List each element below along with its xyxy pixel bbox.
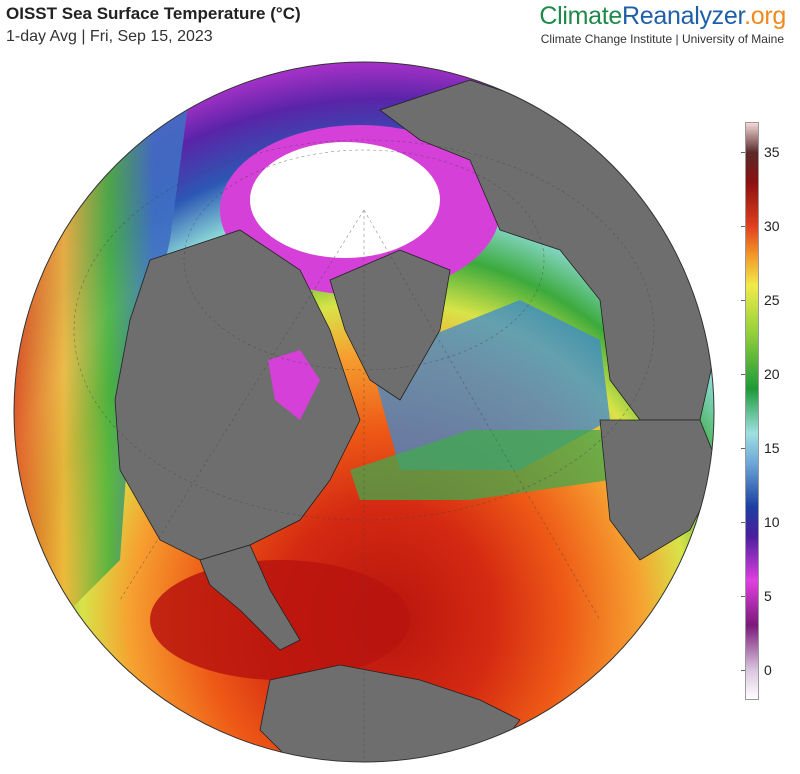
colorbar-tick-mark — [741, 522, 745, 524]
north-atlantic-band — [350, 430, 610, 500]
globe-map — [13, 61, 715, 763]
brand-part-org: .org — [744, 2, 786, 30]
map-subtitle: 1-day Avg | Fri, Sep 15, 2023 — [6, 28, 213, 45]
colorbar-tick-label: 25 — [764, 291, 780, 308]
central-america-land — [199, 544, 301, 651]
colorbar-tick-mark — [741, 225, 745, 227]
brand-part-climate: Climate — [539, 2, 623, 30]
colorbar-tick-label: 20 — [764, 365, 780, 382]
greenland-land — [329, 249, 451, 401]
south-america-land — [259, 664, 521, 762]
arctic-sea-ice — [250, 142, 440, 258]
graticule — [73, 139, 655, 762]
colorbar-tick-mark — [741, 373, 745, 375]
colorbar-tick-mark — [741, 151, 745, 153]
colorbar-tick-label: 30 — [764, 217, 780, 234]
brand-part-reanalyzer: Reanalyzer — [622, 2, 745, 30]
colorbar-tick-mark — [741, 448, 745, 450]
hudson-bay — [268, 350, 320, 420]
north-america-land — [114, 229, 361, 561]
colorbar-tick-label: 35 — [764, 143, 780, 160]
colorbar-tick-mark — [741, 299, 745, 301]
globe-outline — [13, 61, 715, 763]
brand-logo[interactable]: ClimateReanalyzer.org — [539, 2, 786, 31]
colorbar-tick-label: 15 — [764, 440, 780, 457]
colorbar-tick-label: 5 — [764, 588, 772, 605]
africa-land — [599, 419, 714, 561]
map-title: OISST Sea Surface Temperature (°C) — [6, 4, 301, 23]
brand-subtitle: Climate Change Institute | University of… — [540, 32, 784, 46]
colorbar-tick-label: 0 — [764, 662, 772, 679]
colorbar — [745, 122, 759, 700]
colorbar-tick-mark — [741, 596, 745, 598]
colorbar-tick-label: 10 — [764, 514, 780, 531]
pacific-ocean — [14, 90, 190, 620]
colorbar-tick-mark — [741, 670, 745, 672]
